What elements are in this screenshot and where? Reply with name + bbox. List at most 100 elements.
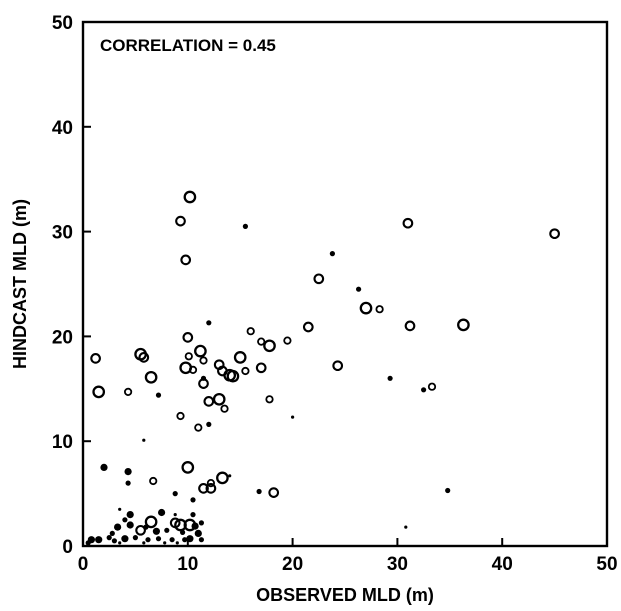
data-point — [194, 423, 203, 432]
axis-tick-labels: 0 10 20 30 40 50 0 10 20 30 40 50 — [52, 13, 618, 575]
x-tick-label: 50 — [596, 554, 617, 575]
data-point — [163, 541, 167, 545]
data-point — [124, 387, 133, 396]
data-point — [198, 520, 204, 526]
data-point — [138, 352, 150, 363]
data-point — [90, 353, 101, 364]
data-point — [135, 524, 146, 536]
data-point — [176, 411, 185, 421]
data-point — [291, 415, 295, 419]
data-point — [329, 251, 335, 257]
y-tick-label: 30 — [52, 223, 73, 244]
data-point — [144, 515, 158, 529]
data-point — [181, 461, 195, 474]
data-point — [190, 511, 196, 518]
data-point — [191, 522, 199, 530]
data-point — [114, 523, 122, 531]
data-point — [152, 527, 160, 535]
data-point — [205, 483, 217, 494]
data-point — [142, 438, 146, 442]
data-point — [212, 392, 226, 406]
data-point — [549, 228, 560, 240]
data-point — [257, 337, 266, 346]
y-tick-label: 0 — [62, 537, 73, 558]
x-tick-label: 40 — [492, 554, 513, 575]
data-point — [356, 286, 362, 292]
data-point — [265, 395, 274, 404]
data-point — [228, 474, 232, 478]
data-point — [144, 370, 158, 384]
data-point — [95, 536, 103, 544]
data-point — [220, 404, 229, 413]
plot-frame — [81, 20, 609, 548]
data-point — [255, 362, 267, 374]
data-point — [111, 538, 117, 544]
y-axis-title: HINDCAST MLD (m) — [10, 199, 30, 369]
data-point — [194, 529, 202, 538]
data-point — [203, 396, 215, 407]
data-point — [145, 537, 151, 543]
data-point — [173, 513, 177, 517]
data-point — [263, 339, 276, 353]
data-point — [313, 273, 325, 285]
data-point — [246, 327, 255, 336]
data-point — [359, 301, 373, 315]
y-tick-label: 20 — [52, 327, 73, 348]
data-point — [206, 478, 215, 488]
data-point — [183, 190, 197, 204]
data-point — [184, 352, 193, 361]
y-tick-label: 50 — [52, 13, 73, 34]
data-point — [182, 537, 188, 543]
data-point — [142, 541, 146, 545]
data-point — [206, 320, 212, 326]
y-tick-label: 40 — [52, 118, 73, 139]
y-tick-label: 10 — [52, 432, 73, 453]
data-point — [121, 535, 129, 543]
data-point — [109, 530, 115, 537]
data-point — [164, 527, 170, 533]
correlation-annotation: CORRELATION = 0.45 — [100, 36, 276, 55]
data-point — [124, 468, 132, 476]
data-point — [402, 217, 414, 229]
data-points — [85, 190, 560, 546]
data-point — [106, 535, 112, 541]
data-point — [172, 491, 178, 497]
data-point — [169, 537, 175, 543]
data-point — [149, 476, 158, 486]
data-point — [118, 541, 122, 545]
data-point — [199, 356, 208, 365]
data-point — [175, 541, 179, 545]
data-point — [233, 351, 247, 364]
data-point — [125, 480, 131, 486]
data-point — [175, 215, 186, 227]
data-point — [126, 521, 134, 529]
x-axis-title: OBSERVED MLD (m) — [256, 585, 434, 605]
data-point — [404, 525, 408, 529]
data-point — [283, 336, 292, 345]
data-point — [126, 510, 134, 519]
data-point — [242, 223, 248, 229]
data-point — [268, 487, 280, 498]
x-tick-label: 30 — [387, 554, 408, 575]
data-point — [122, 517, 128, 523]
x-tick-label: 20 — [282, 554, 303, 575]
data-point — [332, 360, 344, 372]
data-point — [404, 320, 416, 332]
data-point — [180, 529, 186, 536]
data-point — [198, 483, 209, 494]
data-point — [100, 463, 108, 471]
data-point — [155, 536, 162, 542]
data-point — [190, 497, 196, 503]
data-point — [182, 332, 194, 343]
data-point — [198, 537, 204, 543]
data-point — [92, 385, 106, 399]
data-point — [206, 421, 212, 427]
data-point — [387, 375, 393, 381]
data-point — [186, 535, 194, 543]
data-point — [375, 305, 384, 314]
data-point — [421, 387, 427, 393]
data-point — [216, 471, 229, 485]
